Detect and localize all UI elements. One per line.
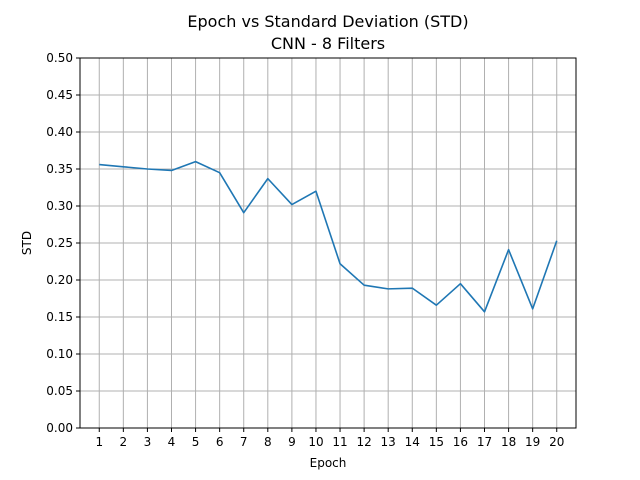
y-tick-label: 0.25 (46, 236, 73, 250)
y-tick-label: 0.30 (46, 199, 73, 213)
grid (80, 57, 576, 429)
y-tick-label: 0.20 (46, 273, 73, 287)
y-tick-label: 0.05 (46, 384, 73, 398)
series-line (99, 160, 558, 313)
x-tick-label: 14 (405, 435, 420, 449)
y-tick-label: 0.15 (46, 310, 73, 324)
x-tick-label: 17 (477, 435, 492, 449)
x-tick-label: 16 (453, 435, 468, 449)
x-axis-label: Epoch (310, 456, 347, 470)
y-tick-label: 0.10 (46, 347, 73, 361)
plot-frame (79, 57, 577, 429)
x-tick-label: 11 (332, 435, 347, 449)
x-tick-label: 8 (264, 435, 272, 449)
x-tick-label: 20 (549, 435, 564, 449)
chart-subtitle: CNN - 8 Filters (271, 34, 385, 53)
x-tick-label: 7 (240, 435, 248, 449)
y-tick-label: 0.50 (46, 51, 73, 65)
y-tick-label: 0.00 (46, 421, 73, 435)
x-tick-label: 10 (308, 435, 323, 449)
x-tick-label: 19 (525, 435, 540, 449)
ticks: 1 2 3 4 5 6 7 8 9 10 11 12 13 14 15 16 17 18 19 200.000.050… (46, 51, 564, 449)
x-tick-label: 5 (192, 435, 200, 449)
x-tick-label: 3 (144, 435, 152, 449)
x-tick-label: 4 (168, 435, 176, 449)
x-tick-label: 2 (120, 435, 128, 449)
y-tick-label: 0.35 (46, 162, 73, 176)
series-layer (99, 160, 558, 313)
y-tick-label: 0.40 (46, 125, 73, 139)
y-tick-label: 0.45 (46, 88, 73, 102)
x-tick-label: 1 (95, 435, 103, 449)
chart-title: Epoch vs Standard Deviation (STD) (187, 12, 468, 31)
y-axis-label: STD (20, 231, 34, 255)
x-tick-label: 15 (429, 435, 444, 449)
x-tick-label: 13 (381, 435, 396, 449)
x-tick-label: 6 (216, 435, 224, 449)
x-tick-label: 18 (501, 435, 516, 449)
x-tick-label: 9 (288, 435, 296, 449)
x-tick-label: 12 (356, 435, 371, 449)
